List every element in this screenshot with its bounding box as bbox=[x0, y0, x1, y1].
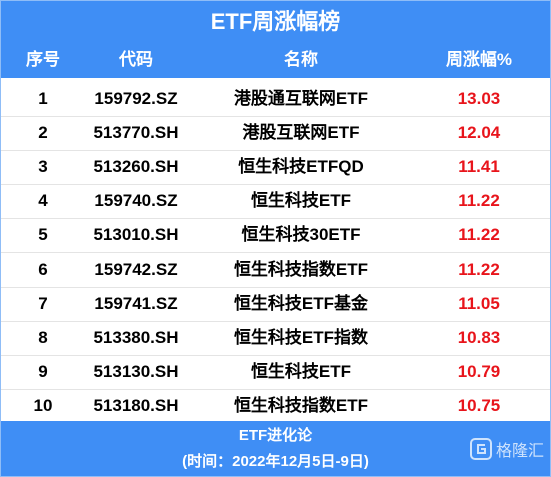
code: 513180.SH bbox=[93, 395, 179, 415]
column-label: 序号 bbox=[26, 50, 60, 69]
table-row: 2 513770.SH 港股互联网ETF 12.04 bbox=[1, 116, 550, 152]
footer: ETF进化论 (时间：2022年12月5日-9日) 格隆汇 bbox=[1, 421, 550, 476]
title: ETF周涨幅榜 bbox=[210, 9, 341, 34]
table-row: 1 159792.SZ 港股通互联网ETF 13.03 bbox=[1, 82, 550, 117]
column-header: 序号 代码 名称 周涨幅% bbox=[1, 43, 550, 78]
column-label: 代码 bbox=[119, 50, 153, 69]
change: 11.22 bbox=[458, 191, 500, 211]
code: 513130.SH bbox=[93, 361, 179, 381]
index: 8 bbox=[38, 327, 48, 347]
footer-line: ETF进化论 bbox=[238, 427, 313, 444]
name: 港股互联网ETF bbox=[242, 123, 360, 143]
index: 2 bbox=[38, 123, 48, 143]
index: 9 bbox=[38, 361, 48, 381]
table-row: 4 159740.SZ 恒生科技ETF 11.22 bbox=[1, 184, 550, 220]
table-row: 7 159741.SZ 恒生科技ETF基金 11.05 bbox=[1, 287, 550, 322]
logo bbox=[469, 438, 492, 460]
index: 1 bbox=[38, 89, 48, 108]
index: 10 bbox=[33, 395, 53, 415]
name: 恒生科技ETF指数 bbox=[233, 327, 369, 347]
name: 恒生科技指数ETF bbox=[233, 395, 369, 415]
column-label: 名称 bbox=[284, 50, 318, 69]
change: 12.04 bbox=[457, 123, 501, 143]
code: 513260.SH bbox=[93, 157, 179, 177]
table-row: 6 159742.SZ 恒生科技指数ETF 11.22 bbox=[1, 253, 550, 288]
code: 159740.SZ bbox=[94, 191, 178, 211]
name: 恒生科技ETF bbox=[250, 361, 352, 381]
table-row: 9 513130.SH 恒生科技ETF 10.79 bbox=[1, 355, 550, 390]
code: 513770.SH bbox=[93, 123, 179, 143]
table-row: 10 513180.SH 恒生科技指数ETF 10.75 bbox=[1, 389, 550, 424]
change: 10.79 bbox=[457, 361, 501, 381]
code: 513380.SH bbox=[93, 327, 179, 347]
table-row: 3 513260.SH 恒生科技ETFQD 11.41 bbox=[1, 150, 550, 186]
watermark: 格隆汇 bbox=[469, 437, 544, 461]
code: 159741.SZ bbox=[94, 293, 178, 313]
index: 7 bbox=[38, 293, 48, 313]
name: 恒生科技ETFQD bbox=[238, 157, 364, 177]
change: 13.03 bbox=[457, 89, 501, 108]
code: 513010.SH bbox=[93, 225, 179, 245]
change: 11.05 bbox=[458, 293, 500, 313]
change: 11.22 bbox=[458, 259, 500, 279]
name: 恒生科技ETF基金 bbox=[233, 293, 369, 313]
title-bar: ETF周涨幅榜 bbox=[1, 1, 550, 43]
footer-line: (时间：2022年12月5日-9日) bbox=[182, 453, 369, 470]
name: 恒生科技30ETF bbox=[241, 225, 361, 245]
name: 港股通互联网ETF bbox=[233, 89, 369, 108]
column-label: 周涨幅% bbox=[445, 50, 513, 69]
table-row: 5 513010.SH 恒生科技30ETF 11.22 bbox=[1, 218, 550, 254]
name: 恒生科技ETF bbox=[250, 191, 352, 211]
index: 4 bbox=[38, 191, 48, 211]
table-row: 8 513380.SH 恒生科技ETF指数 10.83 bbox=[1, 321, 550, 356]
code: 159792.SZ bbox=[94, 89, 178, 108]
change: 10.75 bbox=[457, 395, 501, 415]
code: 159742.SZ bbox=[94, 259, 178, 279]
index: 6 bbox=[38, 259, 48, 279]
change: 10.83 bbox=[457, 327, 501, 347]
name: 恒生科技指数ETF bbox=[233, 259, 369, 279]
change: 11.41 bbox=[458, 157, 500, 177]
index: 3 bbox=[38, 157, 48, 177]
index: 5 bbox=[38, 225, 48, 245]
watermark-text: 格隆汇 bbox=[495, 443, 544, 460]
change: 11.22 bbox=[458, 225, 500, 245]
